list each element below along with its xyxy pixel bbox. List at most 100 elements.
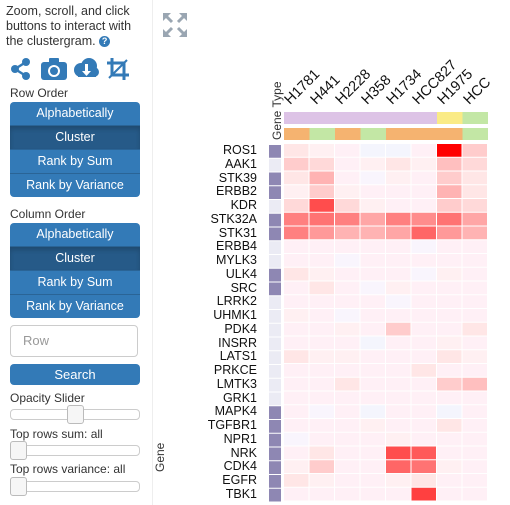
heatmap-cell xyxy=(411,157,436,171)
column-order-label: Column Order xyxy=(10,207,86,221)
heatmap-cell xyxy=(462,377,487,391)
row-label[interactable]: NPR1 xyxy=(223,431,257,446)
heatmap-cell xyxy=(284,460,309,473)
row-category-ULK4 xyxy=(269,268,281,282)
gene-axis-label: Gene xyxy=(153,442,167,472)
row-label[interactable]: STK31 xyxy=(218,225,257,240)
heatmap-cell xyxy=(411,487,436,501)
heatmap-cell xyxy=(462,322,487,336)
row-category-MYLK3 xyxy=(269,255,281,268)
row-label[interactable]: PRKCE xyxy=(213,363,257,377)
heatmap-cell xyxy=(335,171,360,185)
row-label[interactable]: ROS1 xyxy=(222,143,257,157)
heatmap-cell xyxy=(335,364,360,377)
opacity-slider[interactable] xyxy=(10,405,140,424)
opacity-slider-label: Opacity Slider xyxy=(10,391,85,405)
column-order-rank-variance-button[interactable]: Rank by Variance xyxy=(10,295,140,318)
row-label[interactable]: SRC xyxy=(230,280,257,295)
row-label[interactable]: KDR xyxy=(230,198,257,212)
row-category-LMTK3 xyxy=(269,378,281,392)
heatmap-cell xyxy=(386,267,411,281)
heatmap-cell xyxy=(462,281,487,295)
heatmap-cell xyxy=(360,226,385,240)
row-category-STK39 xyxy=(269,172,281,186)
heatmap-cell xyxy=(335,199,360,212)
heatmap-cell xyxy=(386,144,411,157)
heatmap-cell xyxy=(386,487,411,501)
heatmap-cell xyxy=(309,157,334,171)
row-label[interactable]: STK32A xyxy=(210,211,257,226)
top-rows-sum-slider[interactable] xyxy=(10,441,140,460)
row-order-cluster-button[interactable]: Cluster xyxy=(10,126,140,150)
heatmap-cell xyxy=(284,419,309,432)
column-category-top-H1734 xyxy=(386,112,412,124)
top-rows-sum-slider-handle[interactable] xyxy=(10,441,27,460)
heatmap-cell xyxy=(437,336,462,350)
opacity-slider-handle[interactable] xyxy=(67,405,84,424)
expand-icon[interactable] xyxy=(162,12,188,43)
column-category-bottom-HCC827 xyxy=(411,128,437,140)
row-label[interactable]: STK39 xyxy=(218,170,257,185)
top-rows-variance-slider[interactable] xyxy=(10,477,140,496)
row-label[interactable]: UHMK1 xyxy=(213,308,257,322)
row-label[interactable]: MAPK4 xyxy=(214,404,257,419)
column-order-cluster-button[interactable]: Cluster xyxy=(10,247,140,271)
heatmap-cell xyxy=(335,240,360,253)
row-label[interactable]: ULK4 xyxy=(225,266,257,281)
heatmap-cell xyxy=(462,212,487,226)
heatmap-cell xyxy=(386,364,411,377)
heatmap-cell xyxy=(335,460,360,473)
search-button[interactable]: Search xyxy=(10,364,140,385)
row-label[interactable]: TBK1 xyxy=(225,486,257,501)
row-label[interactable]: EGFR xyxy=(222,473,257,487)
row-label[interactable]: INSRR xyxy=(218,335,257,350)
row-category-INSRR xyxy=(269,337,281,351)
heatmap-cell xyxy=(437,185,462,198)
heatmap-cell xyxy=(360,295,385,308)
heatmap-cell xyxy=(360,377,385,391)
column-order-buttons: Alphabetically Cluster Rank by Sum Rank … xyxy=(10,223,140,318)
row-order-alphabetically-button[interactable]: Alphabetically xyxy=(10,102,140,126)
heatmap-cell xyxy=(386,226,411,240)
row-label[interactable]: MYLK3 xyxy=(216,253,257,267)
cloud-download-icon[interactable] xyxy=(72,57,100,86)
row-label[interactable]: NRK xyxy=(230,445,257,460)
column-order-rank-sum-button[interactable]: Rank by Sum xyxy=(10,271,140,295)
row-order-rank-sum-button[interactable]: Rank by Sum xyxy=(10,150,140,174)
heatmap[interactable] xyxy=(260,112,510,505)
row-label[interactable]: CDK4 xyxy=(223,459,257,474)
top-rows-variance-slider-handle[interactable] xyxy=(10,477,27,496)
row-category-MAPK4 xyxy=(269,406,281,419)
heatmap-cell xyxy=(360,199,385,212)
row-order-rank-variance-button[interactable]: Rank by Variance xyxy=(10,174,140,197)
heatmap-cell xyxy=(309,350,334,363)
heatmap-cell xyxy=(411,336,436,350)
heatmap-cell xyxy=(335,487,360,501)
row-label[interactable]: ERBB2 xyxy=(216,184,257,199)
heatmap-cell xyxy=(437,322,462,336)
heatmap-cell xyxy=(360,281,385,295)
row-label[interactable]: LMTK3 xyxy=(216,376,257,391)
share-icon[interactable] xyxy=(10,57,32,86)
heatmap-cell xyxy=(386,322,411,336)
crop-icon[interactable] xyxy=(106,57,130,86)
heatmap-cell xyxy=(284,377,309,391)
row-label[interactable]: PDK4 xyxy=(224,321,257,336)
heatmap-cell xyxy=(437,157,462,171)
heatmap-cell xyxy=(360,460,385,473)
heatmap-cell xyxy=(309,185,334,198)
row-category-UHMK1 xyxy=(269,310,281,323)
heatmap-cell xyxy=(335,295,360,308)
heatmap-cell xyxy=(462,226,487,240)
row-label[interactable]: AAK1 xyxy=(225,156,257,171)
row-label[interactable]: TGFBR1 xyxy=(207,418,257,432)
column-order-alphabetically-button[interactable]: Alphabetically xyxy=(10,223,140,247)
heatmap-cell xyxy=(284,405,309,418)
row-label[interactable]: LRRK2 xyxy=(216,294,257,309)
row-label[interactable]: ERBB4 xyxy=(216,239,257,254)
camera-icon[interactable] xyxy=(40,57,68,86)
row-label[interactable]: GRK1 xyxy=(222,390,257,405)
question-circle-icon[interactable]: ? xyxy=(99,36,111,47)
row-label[interactable]: LATS1 xyxy=(219,349,257,364)
row-search-input[interactable]: Row xyxy=(10,325,138,357)
